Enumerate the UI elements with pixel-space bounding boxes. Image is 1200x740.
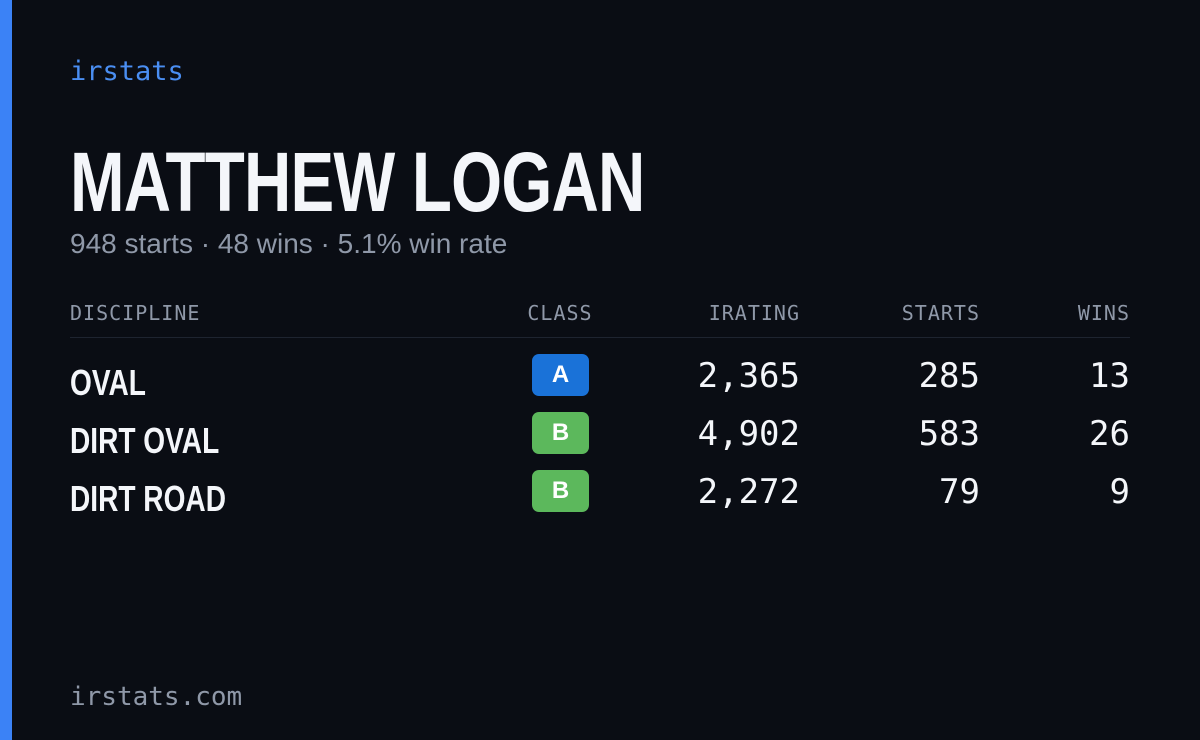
stat-value: 285 — [918, 356, 980, 396]
stat-value: 9 — [1109, 472, 1130, 512]
accent-bar — [0, 0, 12, 740]
stat-value: 583 — [918, 414, 980, 454]
class-badge: B — [532, 470, 589, 512]
player-name: MATTHEW LOGAN — [70, 135, 645, 229]
summary: 948 starts · 48 wins · 5.1% win rate — [70, 228, 508, 259]
footer-site: irstats.com — [70, 682, 243, 712]
stat-value: 2,272 — [697, 472, 800, 512]
column-header: CLASS — [527, 301, 593, 325]
header-rule — [70, 337, 1130, 338]
stat-value: 13 — [1089, 356, 1130, 396]
stat-value: 79 — [939, 472, 980, 512]
column-header: WINS — [1077, 301, 1130, 325]
stat-value: 4,902 — [697, 414, 800, 454]
discipline: DIRT OVAL — [70, 420, 220, 461]
stat-value: 26 — [1089, 414, 1130, 454]
class-badge: A — [532, 354, 589, 396]
column-header: STARTS — [901, 301, 980, 325]
class-badge: B — [532, 412, 589, 454]
column-header: IRATING — [708, 301, 800, 325]
brand: irstats — [70, 56, 184, 87]
discipline: OVAL — [70, 362, 146, 403]
column-header: DISCIPLINE — [70, 301, 201, 325]
discipline: DIRT ROAD — [70, 478, 226, 519]
stat-value: 2,365 — [697, 356, 800, 396]
